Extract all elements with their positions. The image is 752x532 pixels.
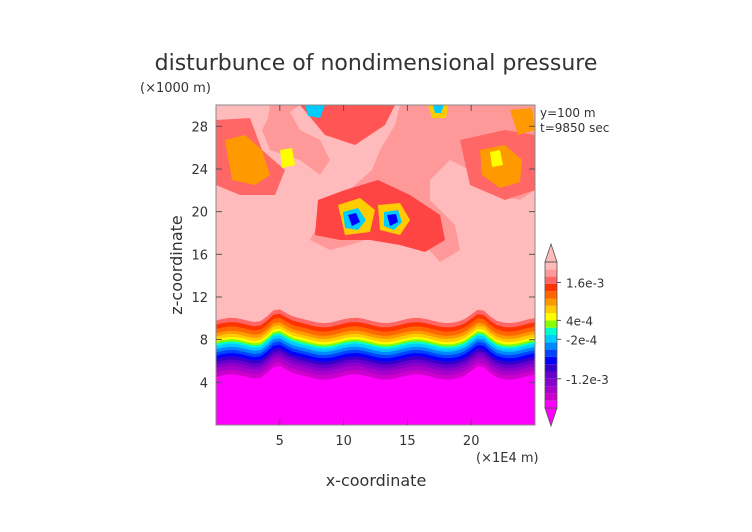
x-tick-label: 10 (335, 434, 352, 449)
contour-region (433, 105, 444, 113)
colorbar-swatch (545, 269, 557, 277)
colorbar-swatch (545, 313, 557, 321)
y-unit-label: (×1000 m) (140, 81, 211, 96)
contour-region (348, 213, 360, 226)
x-tick-label: 15 (399, 434, 416, 449)
colorbar-max-arrow (544, 242, 558, 263)
colorbar-swatch (545, 291, 557, 299)
y-tick-label: 8 (200, 334, 208, 349)
colorbar-swatch (545, 342, 557, 350)
colorbar-tick-label: 1.6e-3 (566, 276, 604, 290)
colorbar-frame (544, 261, 558, 409)
colorbar-swatch (545, 364, 557, 372)
y-tick-label: 24 (191, 163, 208, 178)
colorbar-min-arrow (544, 407, 558, 428)
colorbar-swatch (545, 356, 557, 365)
y-axis: 4 8 12 16 20 24 28 (191, 120, 535, 391)
y-tick-label: 28 (191, 120, 208, 135)
colorbar-swatch (545, 393, 557, 401)
contour-region (280, 148, 295, 168)
y-tick-label: 16 (191, 248, 208, 263)
annotation-y: y=100 m (540, 106, 596, 120)
x-axis-label: x-coordinate (326, 471, 427, 490)
colorbar-swatch (545, 335, 557, 343)
colorbar-swatch (545, 371, 557, 379)
colorbar-swatch (545, 305, 557, 314)
y-tick-label: 4 (200, 376, 208, 391)
contour-region (300, 105, 395, 145)
colorbar-swatch (545, 349, 557, 357)
colorbar-swatch (545, 320, 557, 328)
colorbar-tick-label: 4e-4 (566, 314, 593, 328)
colorbar-swatch (545, 298, 557, 306)
y-axis-label: z-coordinate (167, 215, 186, 315)
colorbar-swatch (545, 283, 557, 292)
contour-region (510, 108, 535, 135)
y-tick-label: 20 (191, 206, 208, 221)
colorbar-swatch (545, 386, 557, 394)
contour-region (387, 214, 398, 226)
plot-frame (215, 104, 536, 426)
y-tick-label: 12 (191, 291, 208, 306)
colorbar-swatch (545, 378, 557, 387)
contour-layer (216, 365, 535, 425)
colorbar: 1.6e-3 4e-4 -2e-4 -1.2e-3 (544, 242, 609, 428)
colorbar-swatch (545, 400, 557, 408)
colorbar-swatch (545, 276, 557, 284)
colorbar-tick-label: -1.2e-3 (566, 373, 609, 387)
contour-region (490, 150, 503, 167)
x-tick-label: 5 (276, 434, 284, 449)
colorbar-swatch (545, 327, 557, 335)
contour-region (225, 135, 270, 185)
plot-area (216, 105, 535, 425)
contour-region (305, 105, 325, 118)
colorbar-swatch (545, 262, 557, 270)
x-tick-label: 20 (463, 434, 480, 449)
annotation-t: t=9850 sec (540, 121, 609, 135)
colorbar-tick-label: -2e-4 (566, 333, 597, 347)
x-unit-label: (×1E4 m) (476, 451, 539, 466)
x-axis: 5 10 15 20 (276, 105, 480, 449)
chart-title: disturbunce of nondimensional pressure (155, 51, 598, 76)
